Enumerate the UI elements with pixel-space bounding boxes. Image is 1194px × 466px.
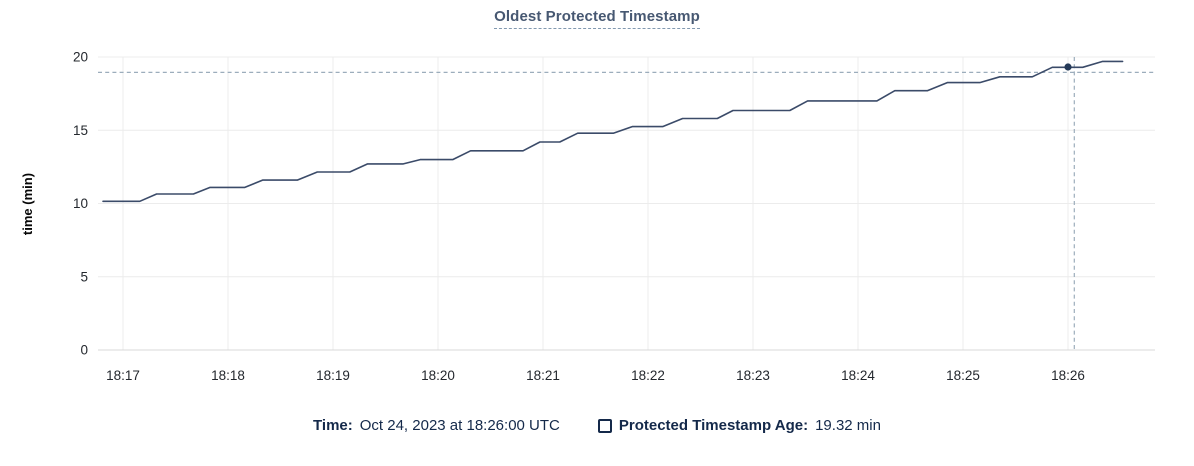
title-row: Oldest Protected Timestamp — [0, 8, 1194, 29]
hover-tooltip: Time: Oct 24, 2023 at 18:26:00 UTC Prote… — [0, 417, 1194, 434]
tooltip-time-value: Oct 24, 2023 at 18:26:00 UTC — [359, 417, 560, 434]
x-tick-label: 18:23 — [736, 368, 770, 383]
x-tick-label: 18:19 — [316, 368, 350, 383]
y-tick-label: 15 — [73, 123, 88, 138]
tooltip-time-label: Time: — [313, 417, 353, 434]
hover-point[interactable] — [1064, 63, 1072, 71]
y-tick-label: 0 — [80, 343, 88, 358]
x-tick-label: 18:20 — [421, 368, 455, 383]
series-label: Protected Timestamp Age: — [618, 417, 809, 434]
series-value: 19.32 min — [815, 417, 881, 434]
x-tick-label: 18:21 — [526, 368, 560, 383]
x-tick-label: 18:24 — [841, 368, 875, 383]
y-tick-label: 20 — [73, 50, 88, 65]
y-tick-label: 10 — [73, 196, 88, 211]
x-tick-label: 18:22 — [631, 368, 665, 383]
y-tick-label: 5 — [80, 269, 88, 284]
chart-title[interactable]: Oldest Protected Timestamp — [494, 8, 700, 29]
x-tick-label: 18:17 — [106, 368, 140, 383]
series-checkbox[interactable] — [597, 418, 612, 433]
series-line — [102, 60, 1124, 203]
line-chart[interactable]: 18:17 18:18 18:19 18:20 18:21 18:22 18:23 18:24… — [0, 0, 1194, 400]
x-tick-label: 18:25 — [946, 368, 980, 383]
x-tick-label: 18:18 — [211, 368, 245, 383]
x-tick-label: 18:26 — [1051, 368, 1085, 383]
